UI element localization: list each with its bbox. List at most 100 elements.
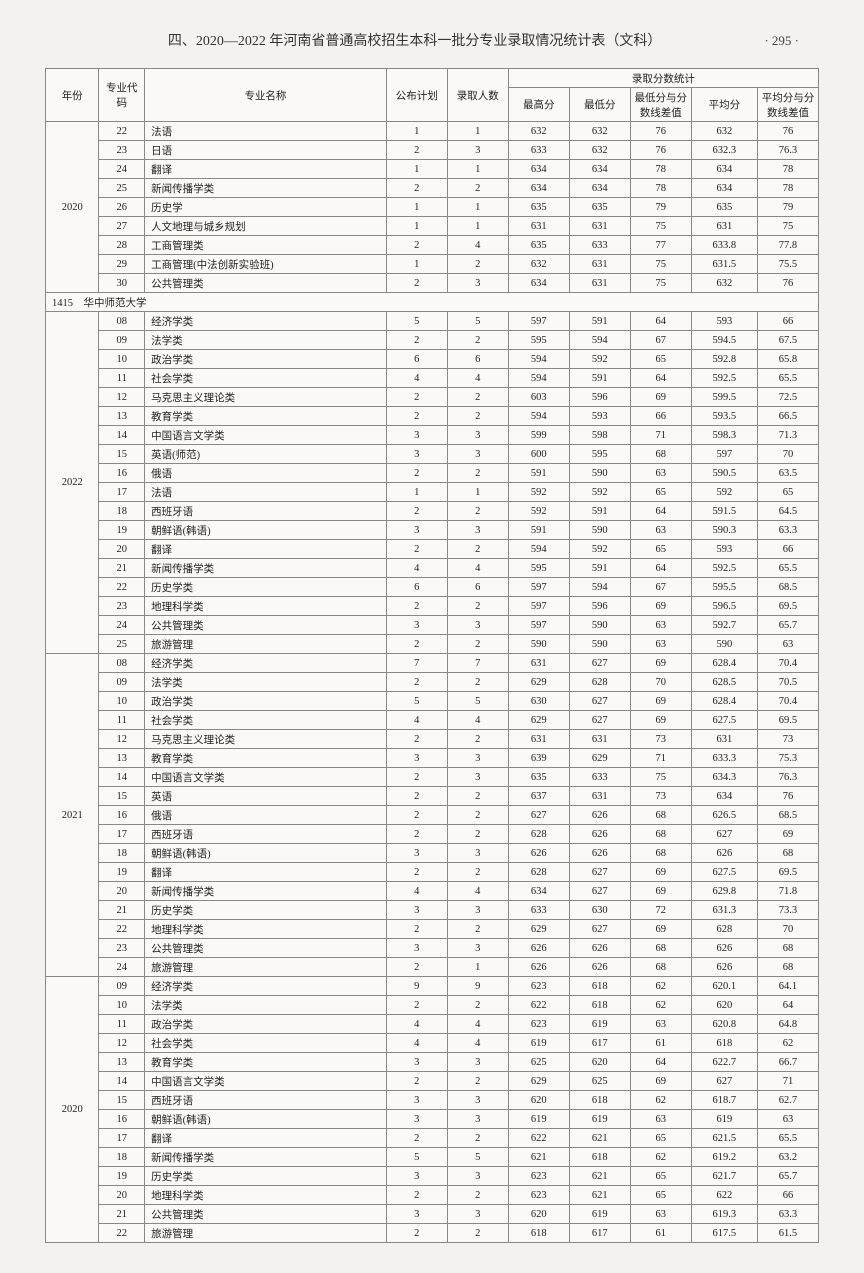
cell-admit: 5	[447, 692, 508, 711]
cell-avg-diff: 69.5	[757, 711, 818, 730]
cell-avg-diff: 65.5	[757, 369, 818, 388]
cell-major: 朝鲜语(韩语)	[145, 521, 387, 540]
table-row: 202108经济学类7763162769628.470.4	[46, 654, 819, 673]
cell-max: 623	[508, 1015, 569, 1034]
cell-avg-diff: 68.5	[757, 806, 818, 825]
col-min-diff: 最低分与分数线差值	[630, 88, 691, 122]
cell-plan: 4	[386, 369, 447, 388]
cell-min-diff: 65	[630, 1167, 691, 1186]
cell-admit: 2	[447, 1129, 508, 1148]
cell-avg-diff: 71.3	[757, 426, 818, 445]
cell-code: 22	[99, 578, 145, 597]
cell-avg: 634	[691, 160, 757, 179]
page-header: 四、2020—2022 年河南省普通高校招生本科一批分专业录取情况统计表（文科）…	[45, 30, 819, 50]
cell-major: 历史学	[145, 198, 387, 217]
cell-year: 2021	[46, 654, 99, 977]
cell-code: 16	[99, 464, 145, 483]
cell-major: 西班牙语	[145, 1091, 387, 1110]
cell-avg: 627	[691, 825, 757, 844]
cell-max: 631	[508, 654, 569, 673]
cell-plan: 3	[386, 426, 447, 445]
cell-plan: 1	[386, 160, 447, 179]
cell-max: 597	[508, 597, 569, 616]
cell-code: 29	[99, 255, 145, 274]
cell-max: 626	[508, 939, 569, 958]
cell-avg: 593	[691, 540, 757, 559]
cell-plan: 2	[386, 1072, 447, 1091]
cell-min: 632	[569, 122, 630, 141]
cell-avg: 620.1	[691, 977, 757, 996]
cell-max: 630	[508, 692, 569, 711]
cell-min-diff: 73	[630, 787, 691, 806]
cell-avg-diff: 68	[757, 844, 818, 863]
cell-plan: 2	[386, 597, 447, 616]
cell-avg-diff: 63.3	[757, 521, 818, 540]
cell-code: 21	[99, 901, 145, 920]
cell-code: 11	[99, 369, 145, 388]
cell-admit: 4	[447, 882, 508, 901]
cell-plan: 4	[386, 1034, 447, 1053]
cell-avg: 633.3	[691, 749, 757, 768]
cell-code: 15	[99, 1091, 145, 1110]
cell-code: 10	[99, 350, 145, 369]
cell-code: 26	[99, 198, 145, 217]
cell-avg-diff: 63	[757, 1110, 818, 1129]
cell-plan: 3	[386, 1205, 447, 1224]
cell-admit: 3	[447, 1091, 508, 1110]
cell-code: 17	[99, 825, 145, 844]
cell-max: 629	[508, 711, 569, 730]
cell-max: 635	[508, 198, 569, 217]
cell-min-diff: 75	[630, 217, 691, 236]
cell-plan: 3	[386, 1091, 447, 1110]
cell-major: 公共管理类	[145, 616, 387, 635]
cell-min-diff: 62	[630, 996, 691, 1015]
cell-plan: 5	[386, 312, 447, 331]
cell-avg: 598.3	[691, 426, 757, 445]
cell-admit: 2	[447, 1224, 508, 1243]
cell-avg: 626	[691, 939, 757, 958]
cell-avg-diff: 66.7	[757, 1053, 818, 1072]
cell-max: 627	[508, 806, 569, 825]
table-row: 12马克思主义理论类226316317363173	[46, 730, 819, 749]
cell-avg-diff: 76	[757, 787, 818, 806]
cell-code: 09	[99, 673, 145, 692]
cell-avg: 619.3	[691, 1205, 757, 1224]
cell-code: 30	[99, 274, 145, 293]
cell-plan: 3	[386, 616, 447, 635]
cell-min-diff: 69	[630, 882, 691, 901]
table-row: 20新闻传播学类4463462769629.871.8	[46, 882, 819, 901]
table-row: 21历史学类3363363072631.373.3	[46, 901, 819, 920]
cell-code: 22	[99, 920, 145, 939]
cell-min-diff: 67	[630, 578, 691, 597]
cell-major: 新闻传播学类	[145, 882, 387, 901]
cell-min: 627	[569, 882, 630, 901]
cell-avg-diff: 65.7	[757, 616, 818, 635]
cell-min-diff: 61	[630, 1034, 691, 1053]
cell-avg: 592.8	[691, 350, 757, 369]
cell-max: 594	[508, 350, 569, 369]
cell-plan: 3	[386, 749, 447, 768]
cell-min: 633	[569, 236, 630, 255]
cell-avg-diff: 73.3	[757, 901, 818, 920]
cell-plan: 1	[386, 255, 447, 274]
cell-min-diff: 73	[630, 730, 691, 749]
cell-plan: 4	[386, 559, 447, 578]
cell-max: 632	[508, 255, 569, 274]
cell-code: 20	[99, 882, 145, 901]
cell-year: 2020	[46, 122, 99, 293]
cell-major: 法学类	[145, 996, 387, 1015]
cell-max: 592	[508, 502, 569, 521]
cell-admit: 2	[447, 407, 508, 426]
cell-avg-diff: 69.5	[757, 597, 818, 616]
cell-code: 13	[99, 407, 145, 426]
cell-major: 翻译	[145, 863, 387, 882]
cell-avg: 591.5	[691, 502, 757, 521]
cell-avg: 620.8	[691, 1015, 757, 1034]
cell-min: 626	[569, 958, 630, 977]
cell-avg: 631.3	[691, 901, 757, 920]
cell-admit: 2	[447, 673, 508, 692]
cell-max: 628	[508, 825, 569, 844]
cell-min: 633	[569, 768, 630, 787]
cell-avg: 629.8	[691, 882, 757, 901]
cell-major: 马克思主义理论类	[145, 730, 387, 749]
